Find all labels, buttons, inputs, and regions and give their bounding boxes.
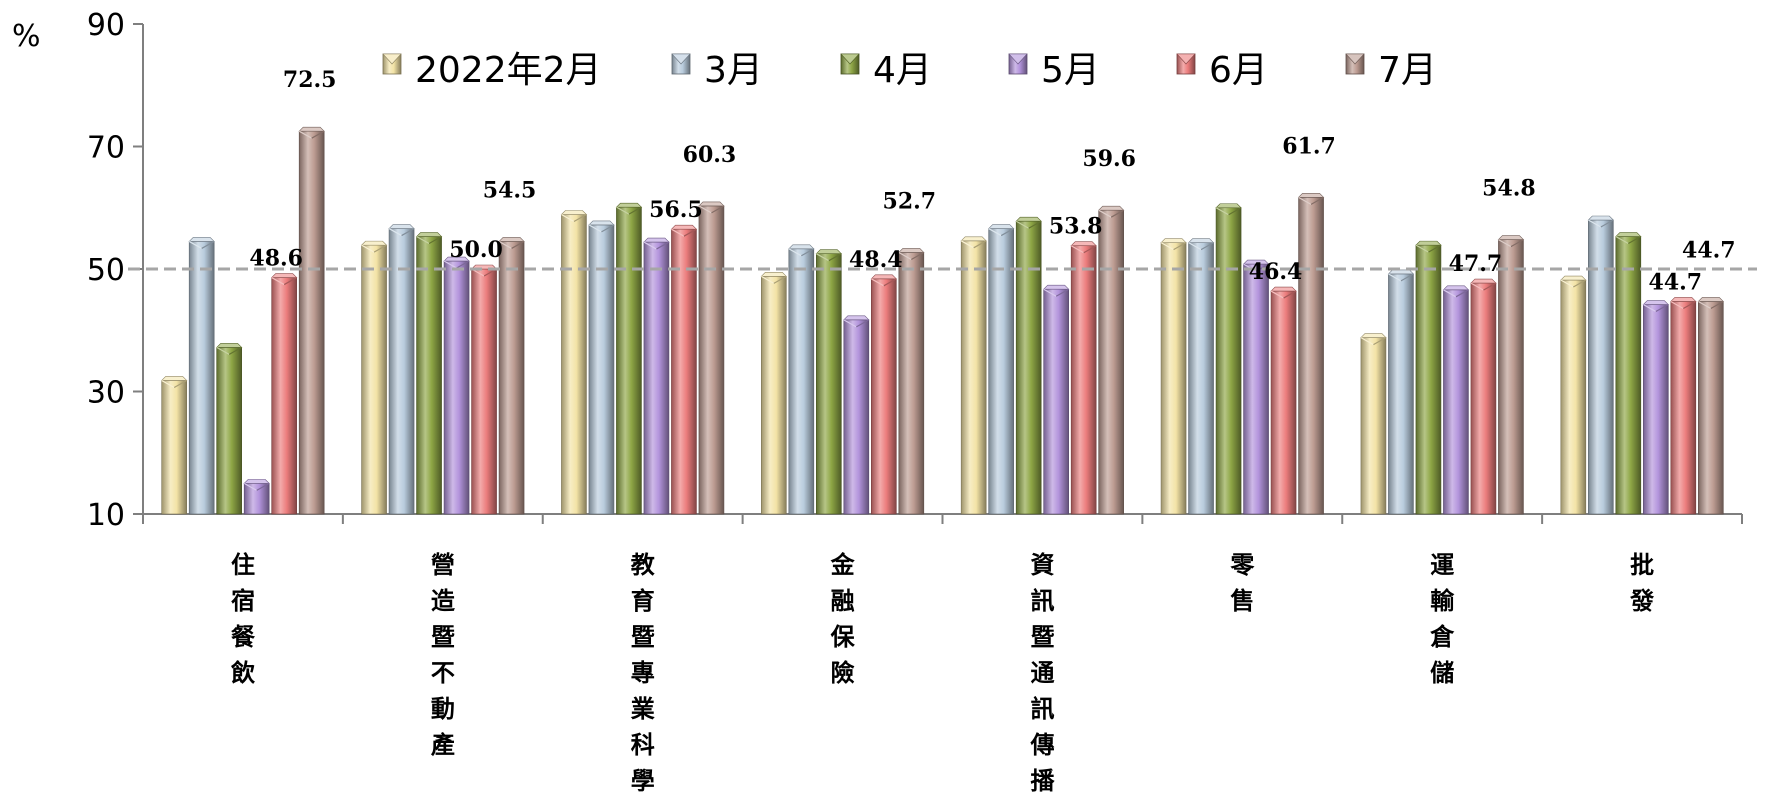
bar bbox=[788, 244, 815, 515]
bar bbox=[1442, 285, 1470, 515]
bar bbox=[298, 126, 325, 515]
bar bbox=[1215, 203, 1242, 515]
legend-label: 7月 bbox=[1378, 50, 1437, 91]
bar bbox=[760, 272, 788, 515]
bar bbox=[843, 315, 870, 515]
bar bbox=[987, 224, 1015, 515]
bar bbox=[160, 376, 188, 515]
bar bbox=[1470, 278, 1497, 515]
data-label: 54.8 bbox=[1482, 176, 1536, 202]
bar bbox=[1270, 286, 1297, 515]
legend-item: 6月 bbox=[1176, 50, 1268, 91]
bar bbox=[1497, 235, 1525, 515]
legend-item: 3月 bbox=[671, 50, 763, 91]
y-axis-unit-label: % bbox=[12, 19, 41, 54]
legend-label: 5月 bbox=[1041, 50, 1100, 91]
y-tick-label: 50 bbox=[87, 253, 125, 288]
bar bbox=[670, 224, 698, 515]
data-label: 48.6 bbox=[249, 246, 303, 272]
bar bbox=[1097, 205, 1125, 515]
bar bbox=[1015, 216, 1042, 515]
bar bbox=[870, 274, 898, 515]
category-label: 住宿餐飲 bbox=[230, 551, 256, 687]
data-label: 60.3 bbox=[683, 142, 737, 168]
bar bbox=[1360, 333, 1387, 515]
bar bbox=[615, 202, 643, 515]
bar bbox=[1187, 238, 1215, 515]
bar bbox=[960, 236, 987, 515]
bar bbox=[588, 220, 615, 515]
bar bbox=[1587, 215, 1615, 515]
bar bbox=[243, 479, 270, 515]
legend-item: 7月 bbox=[1345, 50, 1437, 91]
legend-item: 2022年2月 bbox=[382, 50, 602, 91]
legend-label: 4月 bbox=[873, 50, 932, 91]
y-tick-label: 30 bbox=[87, 376, 125, 411]
bar bbox=[443, 256, 470, 515]
bar bbox=[815, 249, 843, 515]
bar bbox=[470, 264, 498, 515]
category-label: 金融保險 bbox=[830, 551, 856, 687]
bar bbox=[1560, 275, 1587, 515]
data-label: 53.8 bbox=[1049, 214, 1103, 240]
bar bbox=[360, 240, 388, 515]
data-label: 48.4 bbox=[849, 247, 903, 273]
bar bbox=[1642, 300, 1670, 515]
bar bbox=[643, 237, 670, 515]
y-tick-label: 90 bbox=[87, 8, 125, 43]
bar bbox=[498, 237, 525, 515]
category-label: 運輸倉儲 bbox=[1429, 551, 1455, 687]
bar bbox=[188, 237, 215, 515]
legend-item: 5月 bbox=[1008, 50, 1100, 91]
legend-label: 3月 bbox=[704, 50, 763, 91]
data-label: 54.5 bbox=[483, 177, 537, 203]
bar bbox=[215, 343, 243, 515]
data-label: 52.7 bbox=[883, 188, 937, 214]
bar bbox=[560, 210, 588, 515]
bar bbox=[1242, 259, 1270, 515]
bar bbox=[1415, 240, 1442, 515]
category-label: 零售 bbox=[1229, 551, 1255, 615]
bar bbox=[1697, 297, 1725, 515]
bar bbox=[1297, 193, 1325, 515]
y-tick-label: 70 bbox=[87, 131, 125, 166]
y-tick-label: 10 bbox=[87, 498, 125, 533]
bar bbox=[698, 201, 725, 515]
bar bbox=[898, 248, 925, 515]
data-label: 46.4 bbox=[1249, 259, 1303, 285]
data-label: 61.7 bbox=[1282, 133, 1336, 159]
legend-item: 4月 bbox=[840, 50, 932, 91]
bar bbox=[415, 232, 443, 515]
category-label: 營造暨不動產 bbox=[431, 551, 455, 759]
data-label: 47.7 bbox=[1449, 251, 1503, 277]
data-label: 44.7 bbox=[1682, 237, 1736, 263]
data-label: 44.7 bbox=[1649, 269, 1703, 295]
bar bbox=[270, 273, 298, 515]
bar bbox=[1615, 232, 1642, 515]
bar bbox=[1042, 284, 1070, 515]
bar bbox=[388, 224, 415, 515]
category-label: 資訊暨通訊傳播 bbox=[1029, 551, 1055, 795]
legend-label: 6月 bbox=[1209, 50, 1268, 91]
data-label: 72.5 bbox=[283, 67, 337, 93]
category-label: 批發 bbox=[1629, 551, 1654, 615]
bar bbox=[1387, 269, 1415, 515]
data-label: 56.5 bbox=[649, 197, 703, 223]
category-label: 教育暨專業科學 bbox=[631, 551, 656, 795]
data-label: 50.0 bbox=[449, 237, 503, 263]
bar bbox=[1070, 241, 1097, 515]
data-label: 59.6 bbox=[1082, 146, 1136, 172]
bar bbox=[1670, 297, 1697, 515]
bar bbox=[1160, 238, 1187, 515]
legend-label: 2022年2月 bbox=[415, 50, 602, 91]
